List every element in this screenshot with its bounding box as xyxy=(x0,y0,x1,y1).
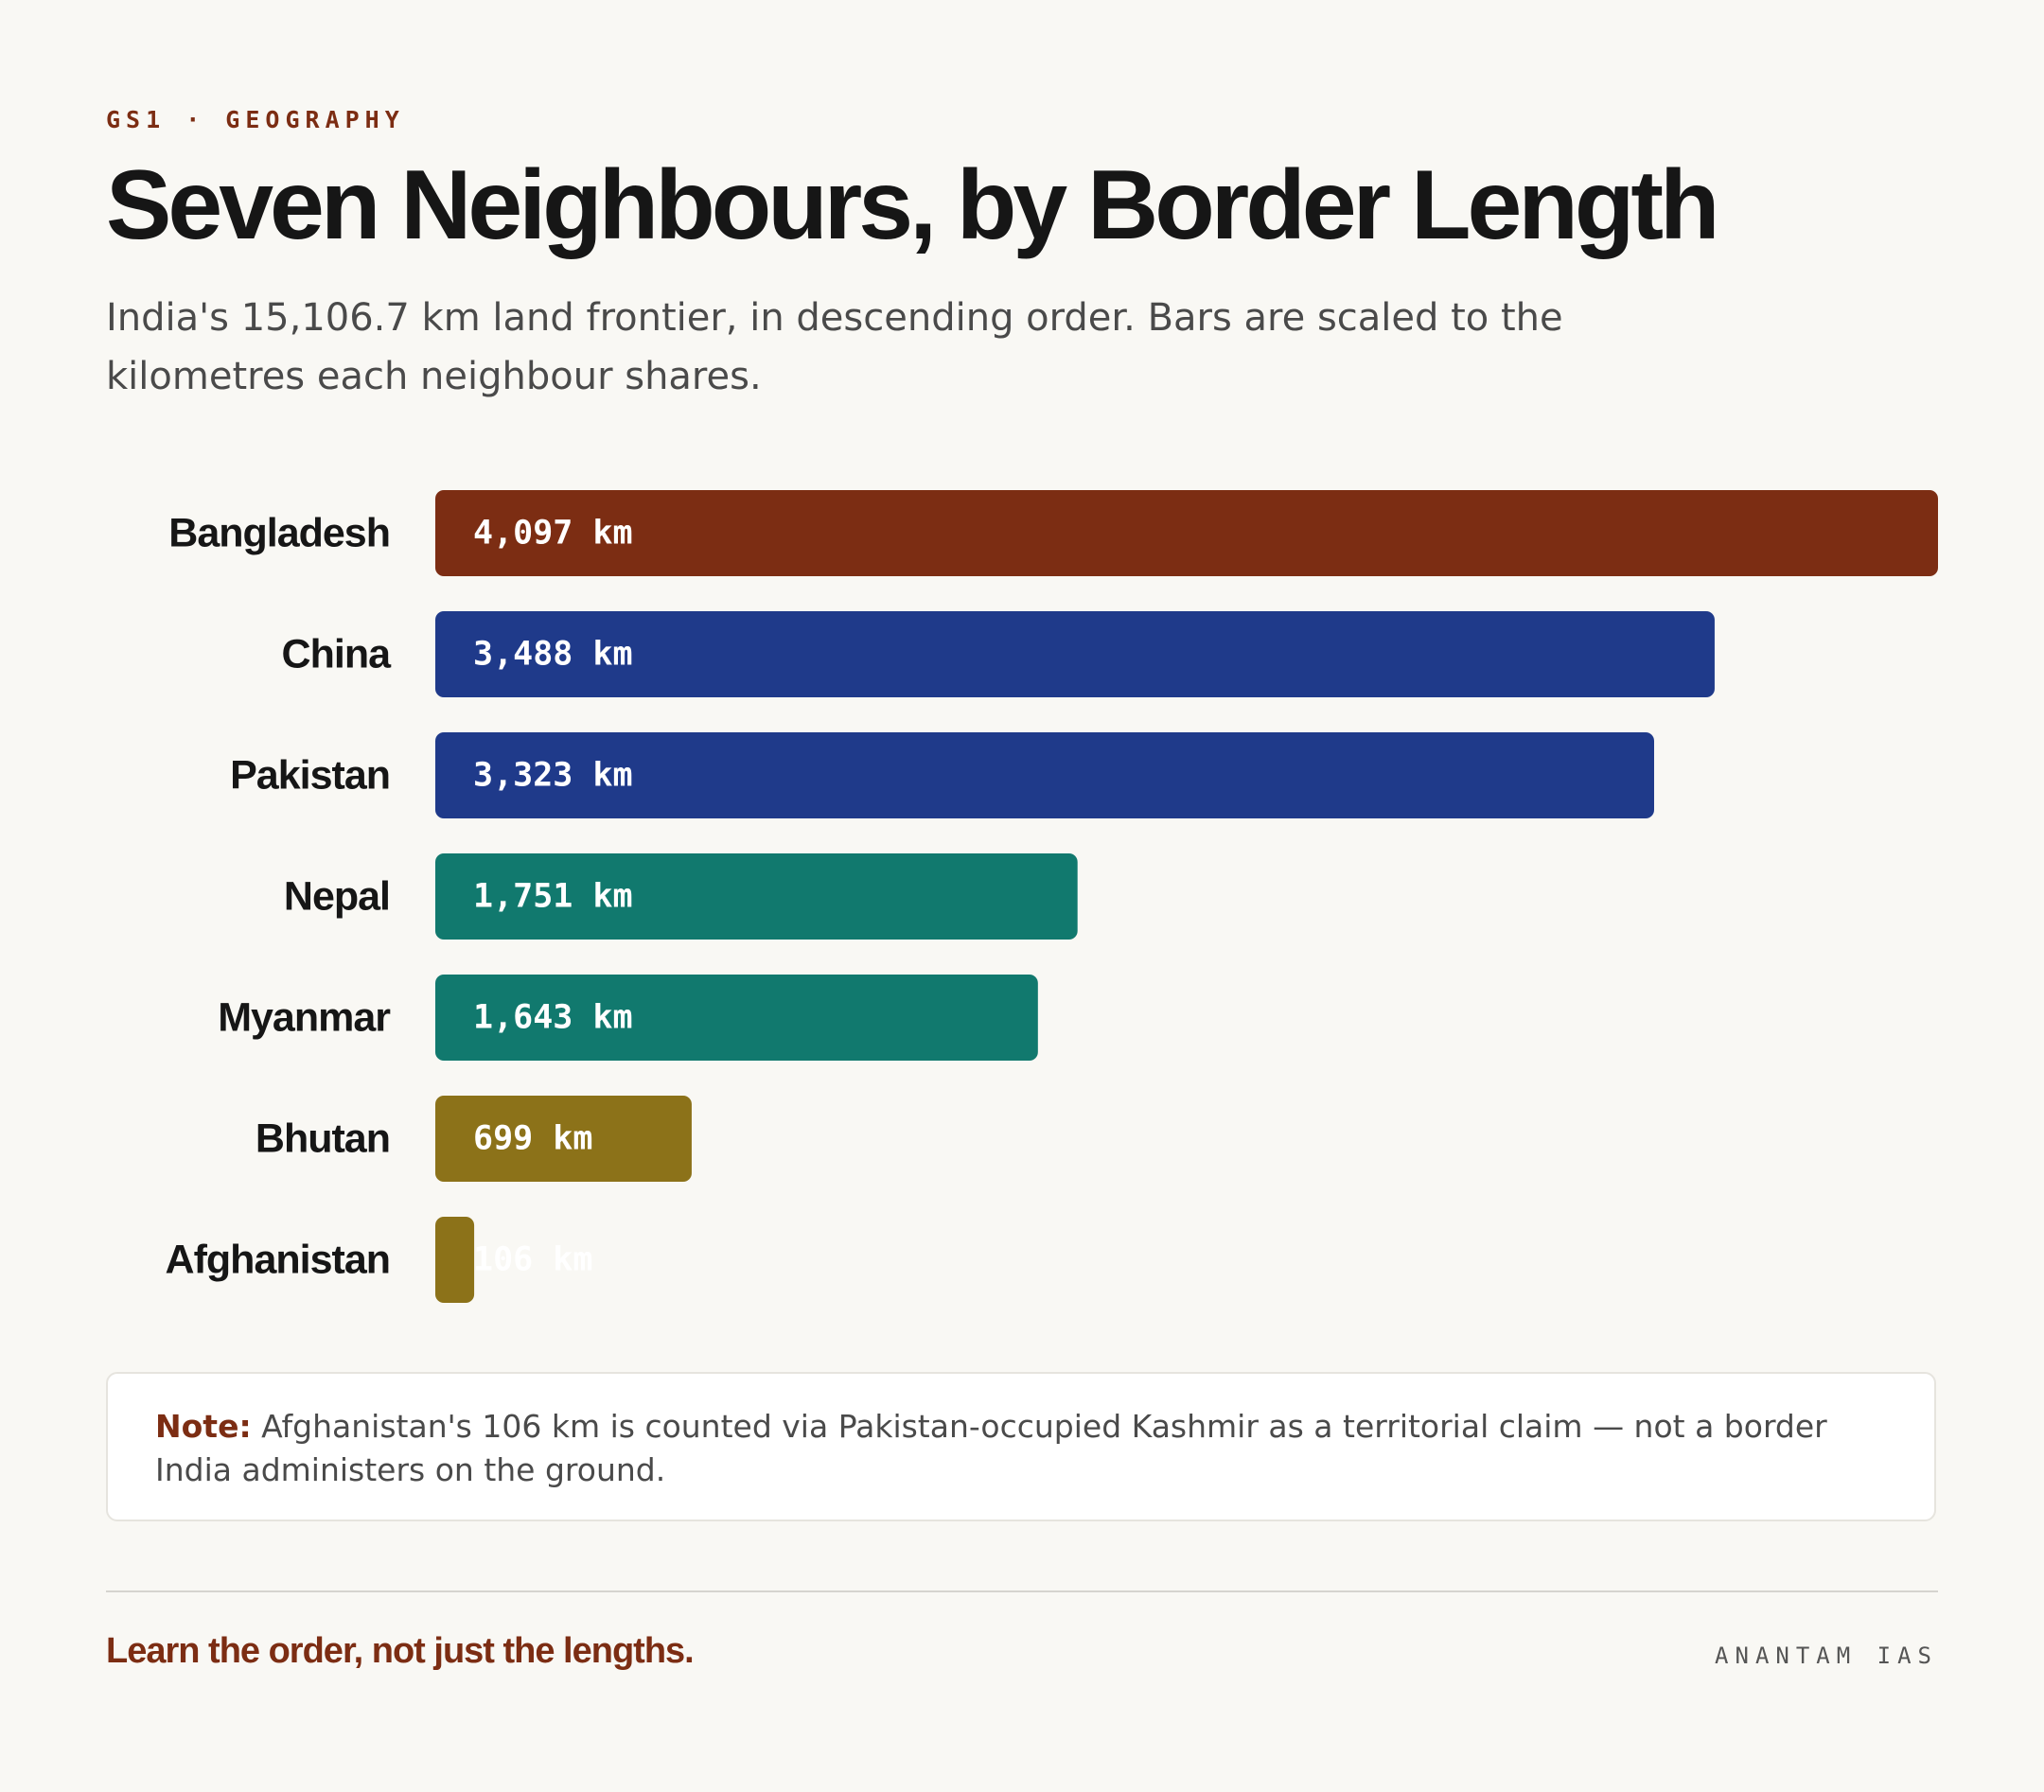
bar-china xyxy=(435,611,1715,697)
value-label-china: 3,488 km xyxy=(473,636,633,674)
bar-afghanistan xyxy=(435,1217,475,1303)
category-label-pakistan: Pakistan xyxy=(230,753,390,799)
bar-bhutan xyxy=(435,1096,692,1182)
note-label: Note: xyxy=(155,1408,252,1445)
bar-pakistan xyxy=(435,732,1654,818)
category-label-bhutan: Bhutan xyxy=(256,1116,390,1162)
category-label-afghanistan: Afghanistan xyxy=(166,1238,390,1283)
category-label-nepal: Nepal xyxy=(284,874,390,920)
bar-bangladesh xyxy=(435,490,1938,576)
note-text: Afghanistan's 106 km is counted via Paki… xyxy=(155,1408,1827,1488)
category-label-bangladesh: Bangladesh xyxy=(168,511,390,556)
value-label-nepal: 1,751 km xyxy=(473,878,633,916)
value-label-myanmar: 1,643 km xyxy=(473,999,633,1037)
footer-brand: ANANTAM IAS xyxy=(1715,1643,1938,1669)
category-label-china: China xyxy=(282,632,393,677)
border-length-bar-chart: Bangladesh 4,097 km China 3,488 km Pakistan 3… xyxy=(106,490,1938,1304)
page-title: Seven Neighbours, by Border Length xyxy=(106,150,1720,260)
value-label-pakistan: 3,323 km xyxy=(473,757,633,795)
value-label-bangladesh: 4,097 km xyxy=(473,515,633,553)
footer-tagline: Learn the order, not just the lengths. xyxy=(106,1631,695,1671)
category-label-myanmar: Myanmar xyxy=(218,995,391,1041)
divider xyxy=(106,1590,1938,1592)
value-label-afghanistan: 106 km xyxy=(473,1241,592,1279)
bar-myanmar xyxy=(435,975,1038,1061)
eyebrow-label: GS1 · GEOGRAPHY xyxy=(106,106,405,133)
chart-svg: Bangladesh 4,097 km China 3,488 km Pakistan 3… xyxy=(166,490,1938,1303)
subtitle: India's 15,106.7 km land frontier, in de… xyxy=(106,296,1563,398)
value-label-bhutan: 699 km xyxy=(473,1120,592,1158)
note-box: Note: Afghanistan's 106 km is counted vi… xyxy=(106,1372,1936,1521)
bar-nepal xyxy=(435,853,1078,940)
